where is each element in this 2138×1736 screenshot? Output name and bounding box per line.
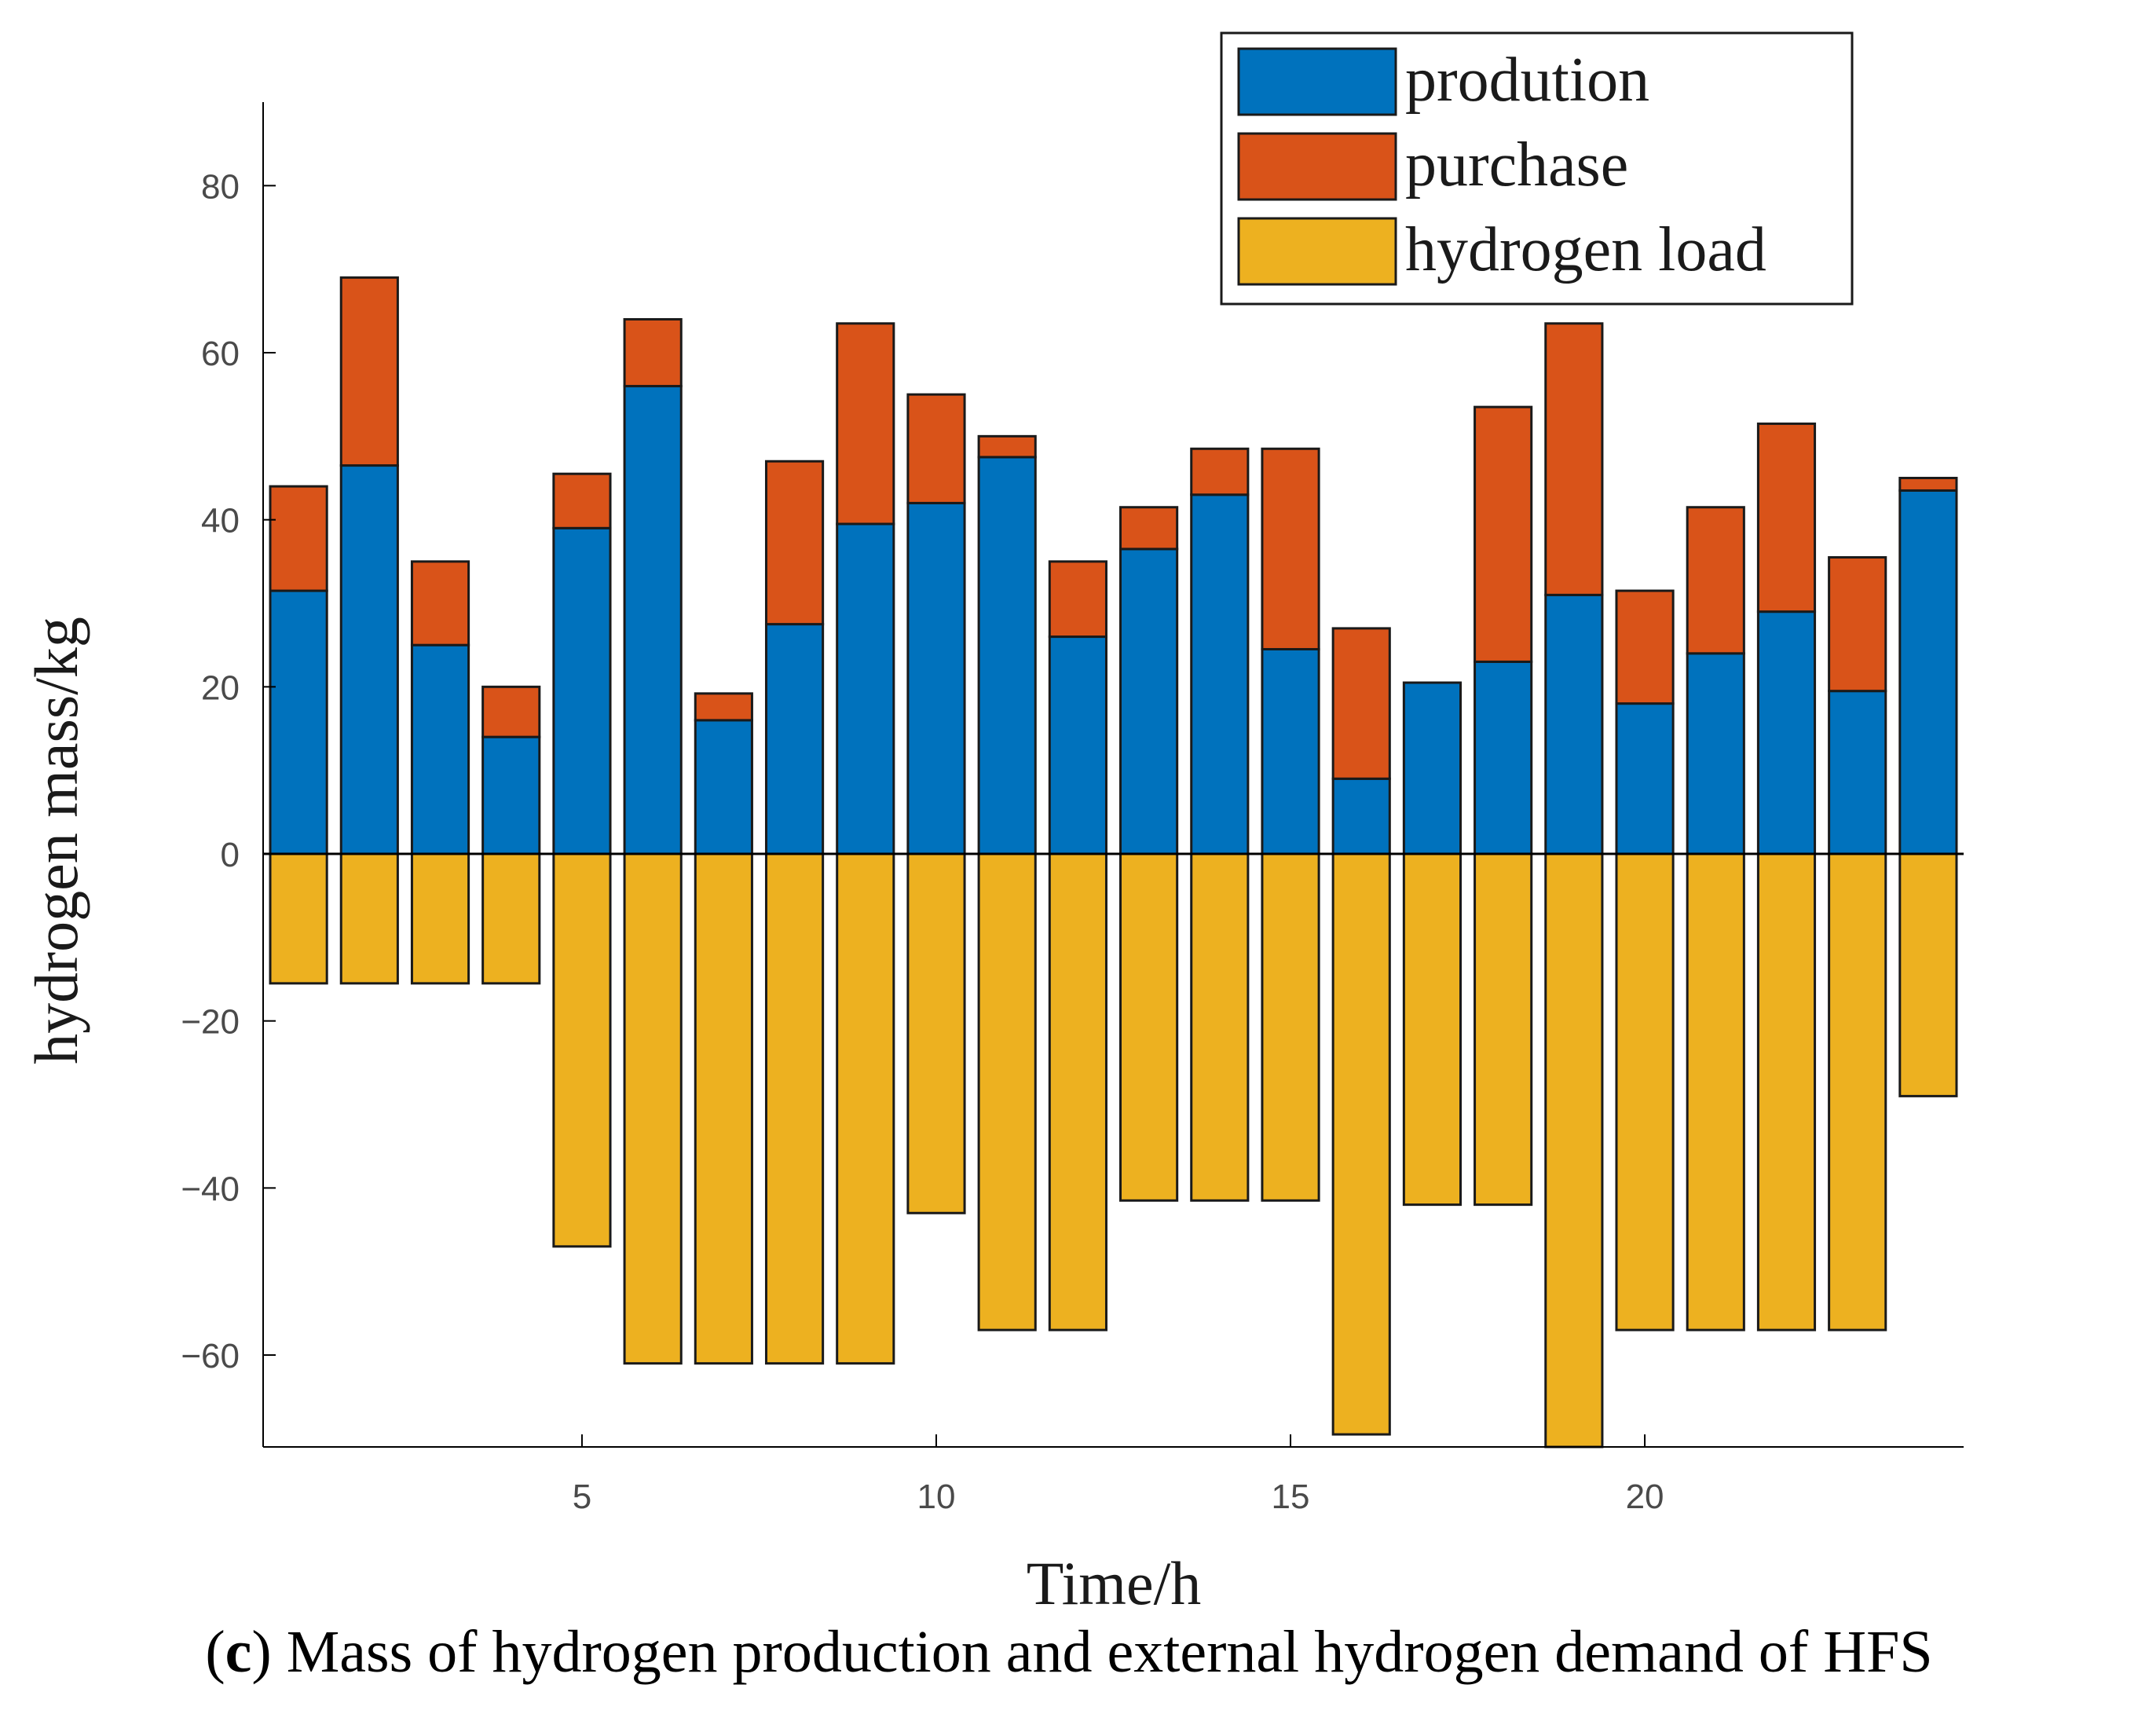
y-tick-label: 40 <box>201 502 240 540</box>
x-tick-label: 10 <box>917 1478 956 1516</box>
y-tick-label: −60 <box>181 1337 240 1375</box>
bar-purchase-7 <box>694 692 753 722</box>
bar-purchase-11 <box>977 434 1037 459</box>
bar-prodution-17 <box>1402 681 1463 855</box>
x-tick-label: 20 <box>1626 1478 1664 1516</box>
bar-purchase-12 <box>1048 560 1107 639</box>
bar-purchase-22 <box>1756 422 1817 613</box>
bar-prodution-15 <box>1261 647 1320 855</box>
bar-hydrogen-load-8 <box>764 852 825 1365</box>
bar-hydrogen-load-6 <box>623 852 683 1365</box>
bar-hydrogen-load-13 <box>1119 852 1179 1202</box>
legend-swatch-prodution <box>1237 47 1397 116</box>
bar-purchase-8 <box>764 460 825 626</box>
bar-purchase-4 <box>481 685 541 738</box>
bar-prodution-11 <box>977 456 1037 855</box>
bar-hydrogen-load-19 <box>1544 852 1604 1448</box>
bar-purchase-13 <box>1119 506 1179 551</box>
bar-hydrogen-load-4 <box>481 852 541 985</box>
y-tick-label: 60 <box>201 335 240 373</box>
bar-hydrogen-load-21 <box>1686 852 1745 1331</box>
legend: prodution purchase hydrogen load <box>1220 31 1854 306</box>
bar-purchase-20 <box>1615 589 1675 705</box>
bar-hydrogen-load-15 <box>1261 852 1320 1202</box>
bar-hydrogen-load-12 <box>1048 852 1107 1331</box>
bar-hydrogen-load-20 <box>1615 852 1675 1331</box>
x-tick-label: 15 <box>1272 1478 1310 1516</box>
bar-purchase-3 <box>410 560 470 646</box>
bar-purchase-14 <box>1190 447 1250 496</box>
legend-label-prodution: prodution <box>1405 46 1649 115</box>
legend-label-purchase: purchase <box>1405 130 1628 200</box>
bar-hydrogen-load-23 <box>1828 852 1887 1331</box>
bar-hydrogen-load-9 <box>836 852 895 1365</box>
x-tick-label: 5 <box>573 1478 591 1516</box>
bar-prodution-8 <box>764 623 825 855</box>
bar-hydrogen-load-18 <box>1474 852 1533 1207</box>
caption-text: Mass of hydrogen production and external… <box>271 1619 1933 1685</box>
bar-prodution-1 <box>269 589 328 855</box>
bar-hydrogen-load-7 <box>694 852 753 1365</box>
bar-purchase-19 <box>1544 322 1604 596</box>
bar-hydrogen-load-2 <box>339 852 399 985</box>
bar-hydrogen-load-1 <box>269 852 328 985</box>
bar-purchase-2 <box>339 276 399 467</box>
bar-prodution-23 <box>1828 690 1887 855</box>
bars-group <box>269 276 1958 1448</box>
bar-prodution-13 <box>1119 548 1179 855</box>
bar-prodution-4 <box>481 735 541 855</box>
legend-swatch-purchase <box>1237 132 1397 201</box>
bar-purchase-16 <box>1331 627 1391 780</box>
bar-prodution-14 <box>1190 493 1250 855</box>
axes-group <box>262 102 1964 1448</box>
bar-prodution-2 <box>339 464 399 855</box>
bar-purchase-1 <box>269 485 328 592</box>
figure-caption: (c) Mass of hydrogen production and exte… <box>205 1619 1933 1685</box>
bar-hydrogen-load-22 <box>1756 852 1817 1331</box>
bar-prodution-6 <box>623 385 683 855</box>
bar-hydrogen-load-14 <box>1190 852 1250 1202</box>
bar-hydrogen-load-24 <box>1898 852 1958 1097</box>
tick-labels-group: 80 60 40 20 0 −20 −40 −60 5 10 15 20 <box>181 167 1664 1516</box>
bar-prodution-21 <box>1686 652 1745 855</box>
x-axis-title: Time/h <box>1027 1549 1202 1617</box>
bar-prodution-7 <box>694 719 753 855</box>
y-tick-label: 0 <box>221 836 240 874</box>
bar-prodution-18 <box>1474 660 1533 855</box>
bar-purchase-18 <box>1474 405 1533 663</box>
bar-prodution-20 <box>1615 702 1675 855</box>
bar-purchase-15 <box>1261 447 1320 650</box>
bar-purchase-6 <box>623 317 683 388</box>
bar-prodution-10 <box>906 501 966 855</box>
bar-chart: 80 60 40 20 0 −20 −40 −60 5 10 15 20 Time/h hydroge… <box>22 31 1964 1617</box>
bar-prodution-22 <box>1756 610 1817 855</box>
bar-prodution-5 <box>552 526 612 855</box>
y-tick-label: −20 <box>181 1003 240 1042</box>
bar-hydrogen-load-3 <box>410 852 470 985</box>
bar-purchase-9 <box>836 322 895 526</box>
caption-letter: c <box>225 1619 252 1685</box>
bar-purchase-10 <box>906 393 966 504</box>
bar-hydrogen-load-17 <box>1402 852 1463 1207</box>
bar-prodution-24 <box>1898 489 1958 855</box>
legend-swatch-hydrogen-load <box>1237 217 1397 286</box>
bar-purchase-24 <box>1898 477 1958 492</box>
bar-prodution-19 <box>1544 593 1604 855</box>
y-tick-label: 20 <box>201 668 240 707</box>
y-axis-title: hydrogen mass/kg <box>22 617 90 1064</box>
bar-prodution-9 <box>836 522 895 855</box>
y-tick-label: −40 <box>181 1170 240 1208</box>
bar-purchase-5 <box>552 472 612 529</box>
bar-prodution-16 <box>1331 777 1391 855</box>
y-tick-label: 80 <box>201 167 240 206</box>
bar-purchase-21 <box>1686 506 1745 655</box>
bar-hydrogen-load-5 <box>552 852 612 1248</box>
bar-hydrogen-load-11 <box>977 852 1037 1331</box>
bar-prodution-12 <box>1048 635 1107 855</box>
bar-purchase-23 <box>1828 556 1887 693</box>
legend-label-hydrogen-load: hydrogen load <box>1405 215 1766 284</box>
bar-prodution-3 <box>410 643 470 855</box>
bar-hydrogen-load-10 <box>906 852 966 1214</box>
bar-hydrogen-load-16 <box>1331 852 1391 1436</box>
